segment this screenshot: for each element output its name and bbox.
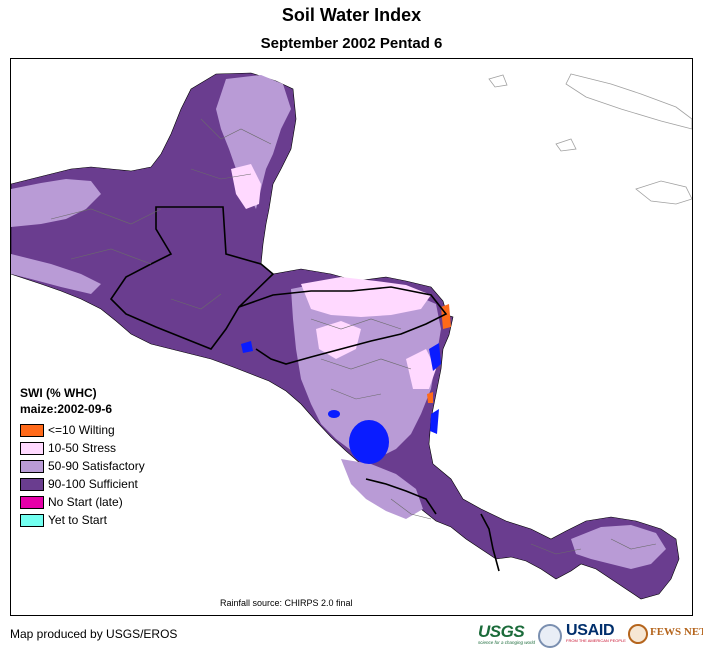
map-canvas	[11, 72, 692, 600]
legend-swatch	[20, 424, 44, 437]
map-subtitle: September 2002 Pentad 6	[260, 35, 443, 52]
legend-subtitle: maize:2002-09-6	[20, 402, 113, 416]
usgs-wordmark: USGS	[478, 622, 525, 641]
legend-label: 10-50 Stress	[48, 441, 117, 455]
legend: SWI (% WHC) maize:2002-09-6 <=10 Wilting…	[20, 385, 190, 531]
admin-borders	[50, 118, 657, 555]
legend-swatch	[20, 460, 44, 473]
map-frame	[10, 58, 693, 616]
lagoon-east	[429, 343, 441, 371]
legend-item-yet-to-start: Yet to Start	[20, 513, 190, 531]
legend-item-stress: 10-50 Stress	[20, 441, 190, 459]
usgs-logo: USGS science for a changing world	[478, 622, 536, 650]
lake-managua	[328, 410, 340, 418]
legend-label: <=10 Wilting	[48, 423, 115, 437]
legend-item-sufficient: 90-100 Sufficient	[20, 477, 190, 495]
legend-swatch	[20, 514, 44, 527]
usaid-tagline: FROM THE AMERICAN PEOPLE	[566, 638, 626, 643]
usaid-logo: USAID FROM THE AMERICAN PEOPLE	[566, 622, 626, 643]
land-stress-central	[316, 321, 361, 359]
legend-swatch	[20, 478, 44, 491]
legend-label: No Start (late)	[48, 495, 123, 509]
lake-nicaragua	[349, 420, 389, 464]
caribbean-islands	[488, 73, 692, 205]
legend-label: Yet to Start	[48, 513, 107, 527]
legend-item-wilting: <=10 Wilting	[20, 423, 190, 441]
map-producer: Map produced by USGS/EROS	[10, 627, 178, 641]
legend-swatch	[20, 496, 44, 509]
land-stress-north-coast	[301, 277, 431, 317]
rainfall-source: Rainfall source: CHIRPS 2.0 final	[220, 598, 353, 608]
map-title: Soil Water Index	[281, 5, 422, 25]
lagoon-east-2	[430, 409, 439, 434]
usaid-seal-icon	[538, 624, 562, 648]
legend-title: SWI (% WHC)	[20, 386, 97, 400]
border-honduras	[238, 286, 448, 365]
legend-swatch	[20, 442, 44, 455]
land-stress-east	[406, 349, 436, 389]
gulf-fonseca	[241, 341, 253, 353]
legend-item-satisfactory: 50-90 Satisfactory	[20, 459, 190, 477]
fews-globe-icon	[628, 624, 648, 644]
land-stress-yucatan	[231, 164, 261, 209]
legend-label: 90-100 Sufficient	[48, 477, 138, 491]
land-satisfactory-coast	[11, 179, 101, 227]
land-satisfactory-nicaragua	[341, 459, 423, 519]
border-costarica-panama	[480, 513, 500, 572]
wilting-patch-2	[427, 392, 433, 403]
border-guatemala	[109, 206, 275, 350]
land-satisfactory-yucatan	[216, 75, 291, 209]
legend-label: 50-90 Satisfactory	[48, 459, 145, 473]
usgs-tagline: science for a changing world	[478, 640, 536, 645]
usaid-wordmark: USAID	[566, 622, 615, 639]
fews-wordmark: FEWS NET	[650, 626, 703, 638]
border-nicaragua-costarica	[365, 478, 437, 515]
legend-item-no-start: No Start (late)	[20, 495, 190, 513]
land-satisfactory-north	[11, 254, 101, 294]
land-satisfactory-panama	[571, 525, 666, 569]
